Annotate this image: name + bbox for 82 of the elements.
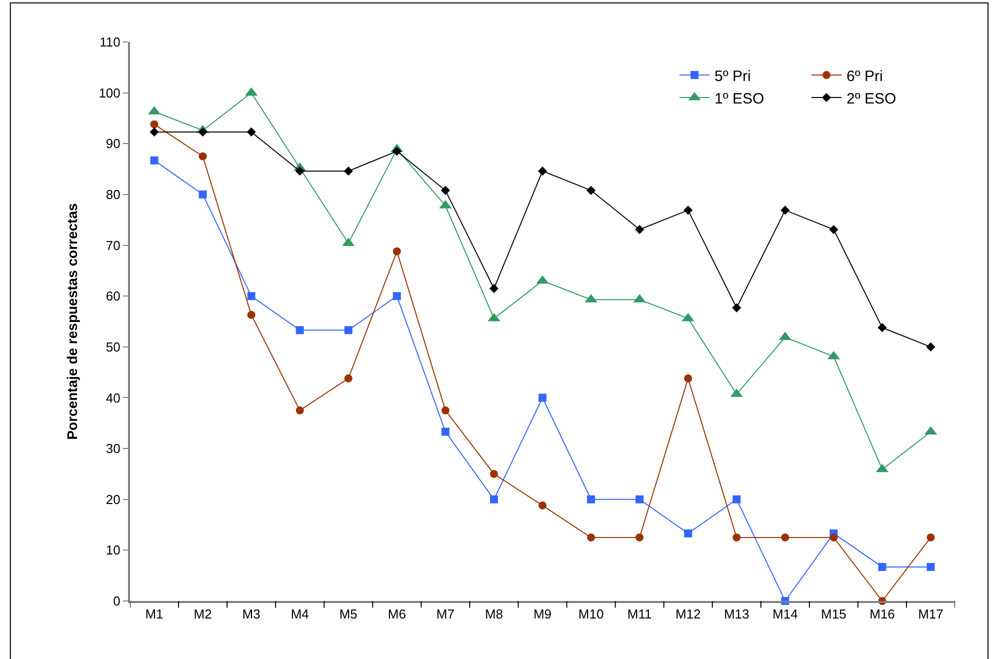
point [246,127,256,136]
point [296,326,304,334]
point [635,224,644,234]
point [587,533,596,542]
point [247,292,256,300]
point [780,206,790,215]
point [489,284,499,294]
x-tick-label: M7 [436,606,454,622]
point [732,495,741,504]
x-tick-label: M4 [290,606,309,622]
x-tick-label: M17 [918,606,944,622]
y-tick-label: 0 [113,594,120,609]
point [926,562,935,571]
point [538,501,546,510]
point [586,186,596,195]
point [830,533,838,542]
point [150,120,158,128]
legend-label: 6º Pri [846,68,883,85]
legend-label: 2º ESO [846,90,896,108]
point [198,190,207,198]
point [781,533,790,542]
x-tick-label: M2 [194,606,212,622]
y-tick-label: 90 [106,136,120,152]
y-tick-label: 30 [106,441,120,456]
point [441,406,450,414]
point [344,166,353,176]
y-tick-label: 70 [106,238,120,253]
point [538,166,548,176]
point [926,342,936,352]
point [878,562,886,571]
point [684,374,692,382]
point [247,310,256,319]
x-tick-label: M8 [484,606,503,622]
y-axis-title: Porcentaje de respuestas correctas [64,203,80,440]
x-tick-label: M14 [772,606,798,622]
point [636,495,644,504]
x-tick-label: M12 [675,606,701,622]
point [636,533,644,542]
point [878,323,887,332]
point [684,206,693,215]
y-tick-label: 20 [106,492,120,507]
point [150,156,158,164]
x-tick-label: M15 [821,606,846,622]
x-tick-label: M5 [339,606,358,622]
x-tick-label: M9 [533,606,552,622]
point [392,247,401,256]
point [490,470,498,478]
point [295,166,304,176]
x-tick-label: M13 [724,606,750,622]
x-tick-label: M10 [578,606,604,622]
legend-label: 1º ESO [714,90,764,108]
y-tick-label: 10 [106,542,120,558]
y-tick-label: 50 [106,339,120,354]
point [684,529,692,538]
x-tick-label: M3 [242,606,260,622]
point [392,292,401,300]
point [538,394,546,402]
y-tick-label: 100 [98,85,120,100]
point [392,146,402,156]
point [926,533,935,542]
point [732,303,742,312]
point [587,495,596,504]
x-tick-label: M1 [145,606,164,622]
y-tick-label: 60 [106,288,120,304]
x-tick-label: M16 [870,606,895,622]
x-tick-label: M11 [627,606,652,622]
point [441,428,450,436]
point [344,326,352,334]
x-tick-label: M6 [388,606,406,622]
point [198,127,208,136]
point [490,495,498,504]
y-tick-label: 80 [106,187,120,202]
point [198,152,207,160]
y-tick-label: 110 [100,34,120,50]
point [829,224,838,234]
y-tick-label: 40 [106,390,120,406]
point [296,406,304,414]
legend-label: 5º Pri [714,68,751,85]
point [440,186,450,195]
point [150,127,159,136]
point [732,533,741,542]
point [344,374,352,382]
